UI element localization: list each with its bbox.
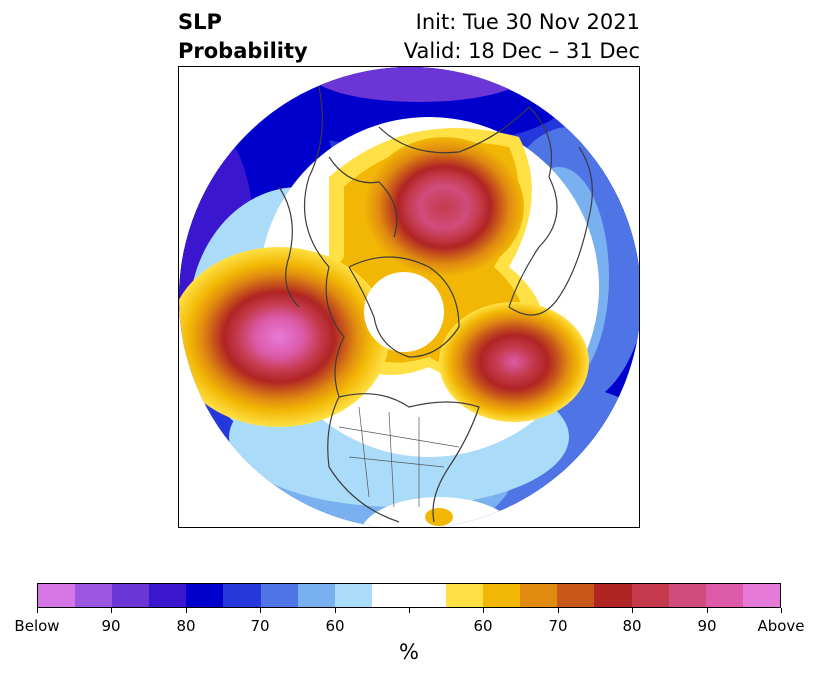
- colorbar-segment: [149, 584, 187, 607]
- colorbar-tick: [37, 608, 38, 613]
- colorbar-segment: [631, 584, 669, 607]
- colorbar-tick: [707, 608, 708, 613]
- colorbar-segment: [557, 584, 595, 607]
- colorbar-segment: [446, 584, 484, 607]
- colorbar-tick: [186, 608, 187, 613]
- colorbar-segment: [408, 584, 447, 607]
- colorbar-tick: [335, 608, 336, 613]
- colorbar-tick-label: 90: [101, 617, 121, 635]
- map-title: SLP Probability: [178, 8, 308, 66]
- map-subtitle: Init: Tue 30 Nov 2021 Valid: 18 Dec – 31…: [404, 8, 640, 66]
- colorbar-tick: [409, 608, 410, 613]
- colorbar-tick-label: 60: [473, 617, 493, 635]
- colorbar-tick-label: Below: [14, 617, 60, 635]
- valid-range: Valid: 18 Dec – 31 Dec: [403, 39, 640, 63]
- colorbar-tick-label: 60: [325, 617, 345, 635]
- colorbar-tick-label: 90: [697, 617, 717, 635]
- colorbar-segment: [186, 584, 224, 607]
- colorbar-tick: [781, 608, 782, 613]
- colorbar-tick: [632, 608, 633, 613]
- colorbar-segment: [594, 584, 632, 607]
- colorbar-segment: [75, 584, 113, 607]
- colorbar-segment: [742, 584, 780, 607]
- colorbar-tick: [111, 608, 112, 613]
- probability-map-graphic: [179, 67, 639, 527]
- init-date: Init: Tue 30 Nov 2021: [415, 10, 640, 34]
- colorbar-tick-label: 70: [250, 617, 270, 635]
- colorbar-tick: [558, 608, 559, 613]
- colorbar-segment: [483, 584, 521, 607]
- colorbar-segment: [371, 584, 409, 607]
- colorbar-segment: [112, 584, 150, 607]
- colorbar-tick-label: Above: [757, 617, 805, 635]
- colorbar-tick-label: 70: [548, 617, 568, 635]
- title-variable: SLP: [178, 10, 222, 34]
- colorbar-tick: [260, 608, 261, 613]
- colorbar-tick-label: 80: [622, 617, 642, 635]
- colorbar-tick: [483, 608, 484, 613]
- colorbar-segment: [705, 584, 743, 607]
- polar-map: [178, 66, 640, 528]
- colorbar-segment: [297, 584, 335, 607]
- colorbar-segment: [38, 584, 76, 607]
- colorbar-segment: [223, 584, 261, 607]
- colorbar-tick-label: 80: [176, 617, 196, 635]
- title-product: Probability: [178, 39, 308, 63]
- colorbar-segment: [260, 584, 298, 607]
- colorbar-segment: [334, 584, 372, 607]
- colorbar-unit-label: %: [399, 640, 419, 664]
- colorbar-segment: [520, 584, 558, 607]
- colorbar-segment: [668, 584, 706, 607]
- colorbar: [37, 583, 781, 608]
